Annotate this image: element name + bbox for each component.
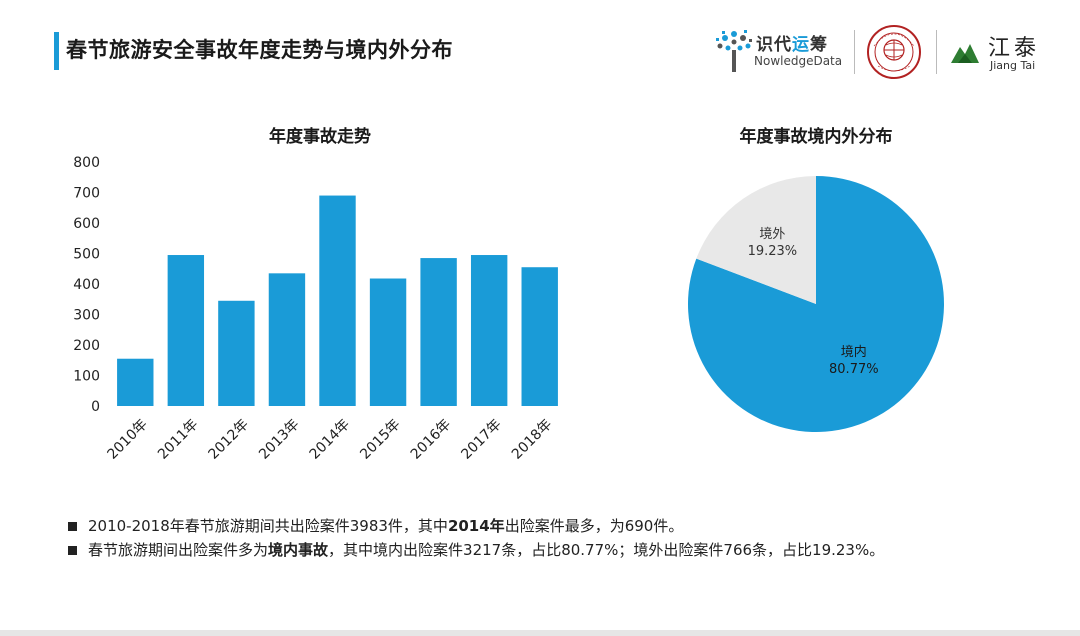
y-tick-label: 200	[73, 338, 100, 354]
bar	[167, 255, 205, 406]
bar	[268, 273, 306, 406]
jiangtai-en: Jiang Tai	[990, 59, 1036, 72]
y-tick-label: 600	[73, 216, 100, 232]
x-tick-label: 2016年	[408, 416, 454, 462]
mountain-icon	[951, 44, 979, 63]
x-tick-label: 2014年	[307, 416, 353, 462]
bar	[319, 195, 356, 406]
y-tick-label: 300	[73, 308, 100, 324]
bar	[218, 300, 255, 406]
nowledgedata-en: NowledgeData	[754, 54, 843, 68]
note-text: 出险案件最多，为690件。	[504, 517, 684, 535]
x-tick-label: 2017年	[458, 416, 504, 462]
jiangtai-cn: 江泰	[988, 36, 1041, 61]
title-accent-bar	[54, 32, 59, 70]
x-tick-label: 2015年	[357, 416, 403, 462]
y-tick-label: 100	[73, 369, 100, 385]
y-tick-label: 500	[73, 247, 100, 263]
pie-slice-label: 境内	[841, 344, 867, 360]
y-tick-label: 700	[73, 186, 100, 202]
logo-divider	[854, 30, 855, 74]
nowledgedata-cn: 识代运筹	[756, 35, 828, 55]
bar	[369, 278, 407, 406]
pie-slice	[696, 176, 816, 304]
note-highlight: 境内事故	[268, 541, 329, 559]
note-text: 春节旅游期间出险案件多为	[88, 541, 269, 559]
note-text: ，其中境内出险案件3217条，占比80.77%；境外出险案件766条，占比19.…	[328, 541, 885, 559]
bottom-band	[0, 630, 1080, 636]
notes: 2010-2018年春节旅游期间共出险案件3983件，其中2014年出险案件最多…	[68, 516, 1028, 564]
x-tick-label: 2013年	[256, 416, 302, 462]
bar	[420, 258, 457, 406]
logo-strip: 识代运筹 NowledgeData 江泰 Jiang Tai	[714, 24, 1066, 80]
bar-chart: 0 100 200 300 400 500 600 700 800 2010年 2011年 2012年…	[73, 155, 558, 463]
bar	[470, 255, 508, 406]
bar-chart-title: 年度事故走势	[269, 127, 371, 147]
jiangtai-logo: 江泰 Jiang Tai	[950, 26, 1066, 76]
logo-divider	[936, 30, 937, 74]
y-tick-label: 400	[73, 277, 100, 293]
note-highlight: 2014年	[447, 517, 505, 535]
pie-chart: 境内 80.77% 境外 19.23%	[688, 176, 944, 432]
nowledgedata-logo: 识代运筹 NowledgeData	[714, 26, 842, 76]
pie-slice-label: 境外	[759, 227, 785, 242]
tree-icon	[716, 30, 752, 72]
page-title: 春节旅游安全事故年度走势与境内外分布	[66, 38, 453, 62]
y-tick-label: 800	[73, 155, 100, 171]
bar	[521, 267, 558, 406]
x-tick-label: 2018年	[509, 416, 555, 462]
note-item: 春节旅游期间出险案件多为境内事故，其中境内出险案件3217条，占比80.77%；…	[68, 540, 1028, 561]
x-tick-label: 2012年	[206, 416, 252, 462]
note-text: 2010-2018年春节旅游期间共出险案件3983件，其中	[88, 517, 448, 535]
y-tick-label: 0	[91, 399, 100, 415]
x-tick-label: 2011年	[155, 416, 201, 462]
x-tick-label: 2010年	[104, 416, 150, 462]
pie-slice-value: 19.23%	[748, 244, 798, 259]
university-seal-icon	[867, 25, 921, 79]
pie-chart-title: 年度事故境内外分布	[739, 127, 893, 147]
note-item: 2010-2018年春节旅游期间共出险案件3983件，其中2014年出险案件最多…	[68, 516, 1028, 537]
pie-slice-value: 80.77%	[829, 362, 879, 377]
bullet-square-icon	[68, 546, 77, 555]
bullet-square-icon	[68, 522, 77, 531]
bar	[117, 358, 154, 406]
